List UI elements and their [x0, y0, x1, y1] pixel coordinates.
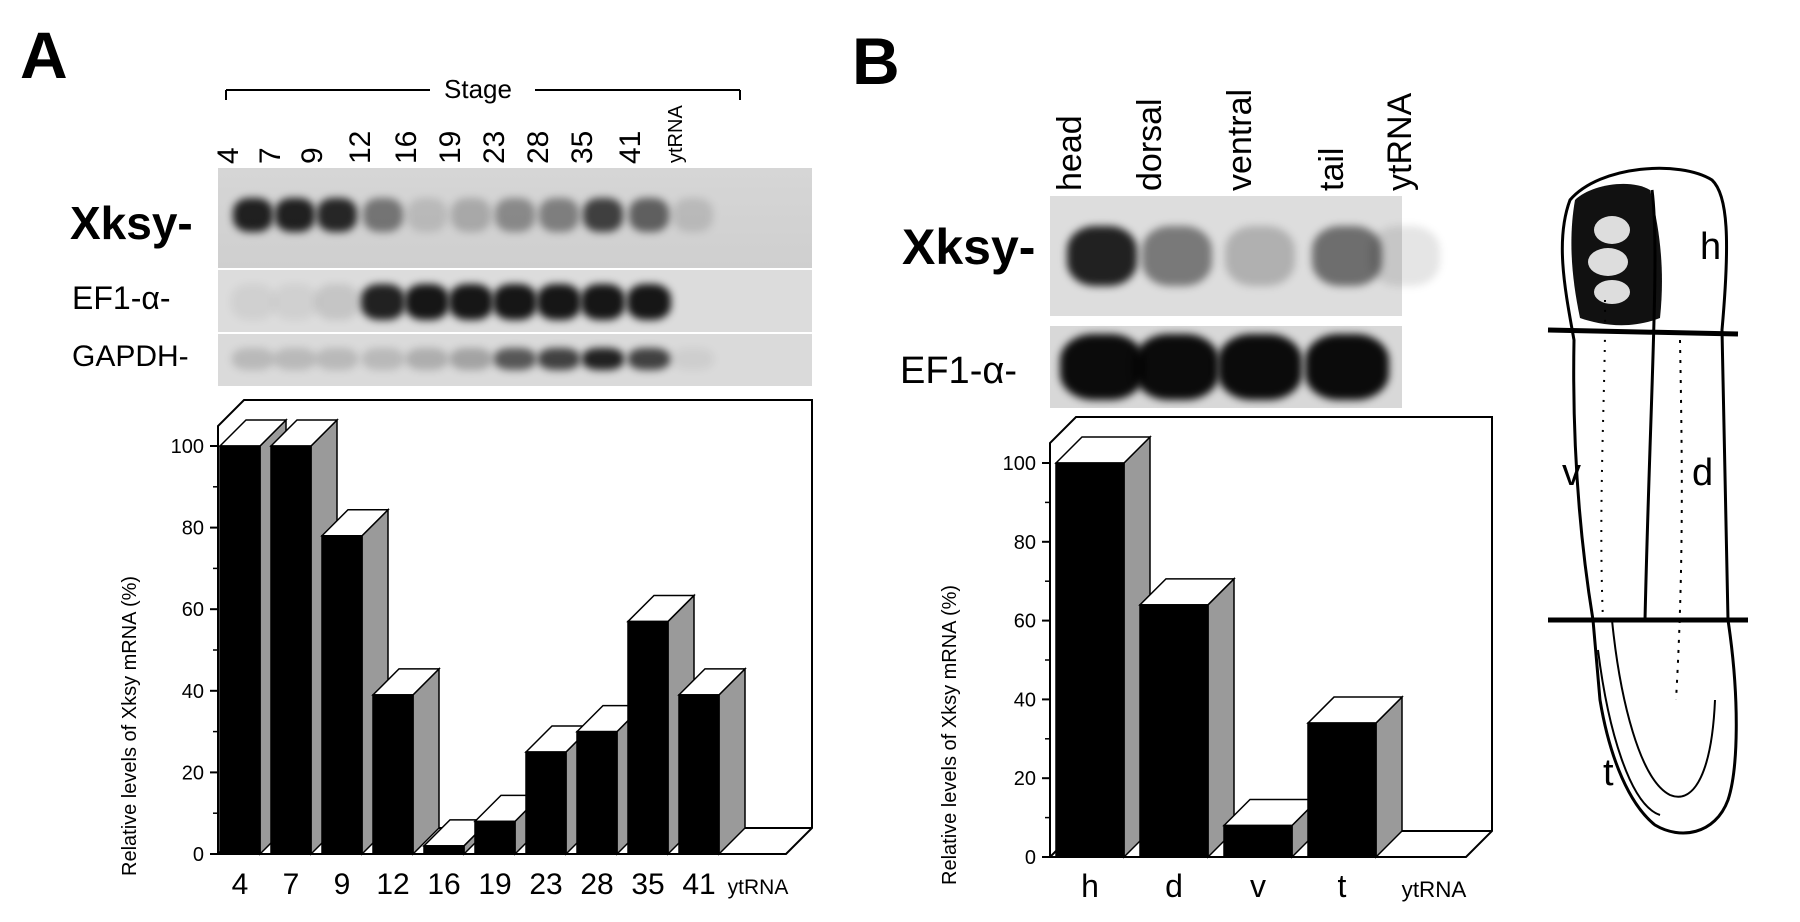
panel-a-gapdh-label: GAPDH-: [72, 340, 189, 373]
panel-a-category-label: 19: [478, 868, 511, 901]
panel-a-ytick-label: 60: [182, 599, 204, 621]
panel-a-ytick-label: 20: [182, 762, 204, 784]
panel-a-ytick-label: 0: [193, 844, 204, 866]
panel-a-gapdh-band: [494, 348, 536, 370]
embryo-label-d: d: [1692, 452, 1714, 494]
panel-a-category-label: ytRNA: [728, 876, 789, 899]
panel-a-gapdh-band: [450, 348, 492, 370]
panel-b-bar: [1138, 577, 1236, 859]
panel-b-xksy-band: [1225, 226, 1295, 286]
panel-a-gapdh-band: [232, 348, 274, 370]
panel-a-ef1-band: [449, 284, 493, 320]
panel-a-ytick-label: 40: [182, 681, 204, 703]
panel-a-gapdh-band: [628, 348, 670, 370]
panel-a-xksy-band: [363, 198, 403, 232]
panel-a-xksy-band: [317, 198, 357, 232]
panel-a-xksy-band: [539, 198, 579, 232]
panel-a-xksy-band: [407, 198, 447, 232]
panel-b-ytick-label: 80: [1014, 532, 1036, 554]
embryo-label-v: v: [1562, 452, 1581, 494]
panel-a-category-label: 9: [334, 868, 351, 901]
panel-b-ef1-blot: [1050, 326, 1402, 408]
panel-a-bar: [626, 593, 696, 856]
panel-a-letter: A: [20, 18, 68, 92]
panel-a-ef1-band: [493, 284, 537, 320]
panel-a-gapdh-band: [406, 348, 448, 370]
panel-b-xksy-band: [1142, 226, 1212, 286]
panel-a-category-label: 23: [529, 868, 562, 901]
panel-a-ytick-label: 80: [182, 518, 204, 540]
panel-a-ef1-band: [405, 284, 449, 320]
panel-a-gapdh-blot: [218, 334, 812, 386]
panel-a-ef1-band: [231, 284, 275, 320]
embryo-label-t: t: [1603, 752, 1614, 794]
panel-a-gapdh-band: [538, 348, 580, 370]
panel-a-xksy-band: [451, 198, 491, 232]
embryo-label-h: h: [1700, 226, 1722, 268]
panel-a-ef1-band: [361, 284, 405, 320]
panel-b-category-label: ytRNA: [1402, 877, 1467, 902]
panel-b-category-label: v: [1250, 868, 1266, 904]
panel-b-ef1-band: [1135, 334, 1219, 400]
panel-a-xksy-band: [673, 198, 713, 232]
panel-a-ytick-label: 100: [171, 436, 204, 458]
panel-a-category-label: 16: [427, 868, 460, 901]
panel-b-ef1-label: EF1-α-: [900, 350, 1017, 392]
panel-a-ef1-blot: [218, 270, 812, 332]
panel-a-ef1-band: [315, 284, 359, 320]
panel-b-ef1-band: [1060, 334, 1144, 400]
panel-b-xksy-blot: [1050, 196, 1440, 316]
stage-label: Stage: [444, 74, 512, 104]
panel-a-xksy-blot: [218, 168, 812, 268]
panel-b-xksy-band: [1312, 226, 1382, 286]
panel-b-ytick-label: 20: [1014, 768, 1036, 790]
panel-a-ef1-band: [537, 284, 581, 320]
panel-a-category-label: 12: [376, 868, 409, 901]
panel-a-gapdh-band: [672, 348, 714, 370]
panel-a-xksy-band: [233, 198, 273, 232]
panel-a-gapdh-band: [362, 348, 404, 370]
panel-b-xksy-label: Xksy-: [902, 219, 1036, 275]
panel-b-ef1-band: [1218, 334, 1302, 400]
panel-b-ytick-label: 40: [1014, 689, 1036, 711]
panel-a-category-label: 4: [232, 868, 249, 901]
panel-a-xksy-label: Xksy-: [70, 197, 193, 249]
panel-b-category-label: d: [1165, 868, 1183, 904]
panel-a-xksy-band: [275, 198, 315, 232]
panel-b-ytick-label: 0: [1025, 847, 1036, 869]
panel-a-category-label: 41: [682, 868, 715, 901]
panel-b-letter: B: [852, 24, 900, 98]
panel-b-bar: [1306, 695, 1404, 859]
panel-a-xksy-band: [495, 198, 535, 232]
panel-a-ef1-band: [273, 284, 317, 320]
panel-a-xksy-band: [629, 198, 669, 232]
panel-a-gapdh-band: [274, 348, 316, 370]
panel-a-category-label: 28: [580, 868, 613, 901]
panel-b-ytick-label: 100: [1003, 453, 1036, 475]
panel-b-xksy-band: [1067, 226, 1137, 286]
panel-a-ef1-label: EF1-α-: [72, 280, 171, 316]
panel-b-category-label: t: [1338, 868, 1347, 904]
panel-b-ytick-label: 60: [1014, 611, 1036, 633]
panel-a-category-label: 35: [631, 868, 664, 901]
panel-a-ef1-band: [581, 284, 625, 320]
panel-b-xksy-band: [1370, 226, 1440, 286]
panel-b-ef1-band: [1305, 334, 1389, 400]
panel-a-gapdh-band: [316, 348, 358, 370]
panel-a-gapdh-band: [582, 348, 624, 370]
panel-a-xksy-band: [583, 198, 623, 232]
panel-a-category-label: 7: [283, 868, 300, 901]
panel-a-ef1-band: [627, 284, 671, 320]
panel-a-bar: [677, 667, 747, 856]
panel-a-bar: [371, 667, 441, 856]
panel-b-category-label: h: [1081, 868, 1099, 904]
panel-b-bar: [1054, 435, 1152, 859]
